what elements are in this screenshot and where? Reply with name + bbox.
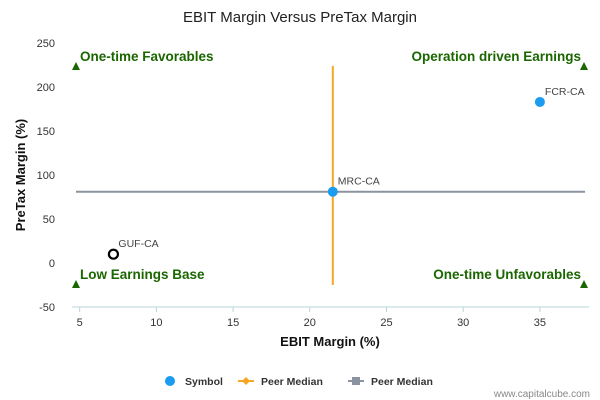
x-axis-title: EBIT Margin (%) — [280, 334, 380, 349]
legend-marker-diamond — [242, 377, 250, 385]
legend-label: Peer Median — [371, 376, 433, 388]
chart-title: EBIT Margin Versus PreTax Margin — [183, 9, 417, 26]
y-tick-label: 150 — [37, 126, 55, 138]
quadrant-label-bottom-right: One-time Unfavorables — [433, 267, 581, 282]
legend-marker-symbol — [165, 376, 175, 386]
plot-area: 5 10 15 20 25 30 35 -50 0 50 100 150 200 250 One-time … — [37, 38, 589, 329]
x-tick-label: 20 — [304, 317, 316, 329]
quadrant-marker-top-left — [72, 62, 80, 70]
quadrant-label-top-right: Operation driven Earnings — [411, 49, 581, 64]
data-point-label: GUF-CA — [118, 238, 158, 250]
y-tick-label: -50 — [39, 302, 55, 314]
data-point — [107, 248, 120, 260]
y-tick-label: 250 — [37, 38, 55, 50]
data-point-label: MRC-CA — [338, 176, 380, 188]
legend-label: Symbol — [185, 376, 223, 388]
x-tick-label: 5 — [77, 317, 83, 329]
x-tick-label: 15 — [227, 317, 239, 329]
quadrant-marker-top-right — [580, 62, 588, 70]
legend-label: Peer Median — [261, 376, 323, 388]
watermark: www.capitalcube.com — [493, 389, 590, 400]
y-tick-label: 0 — [49, 258, 55, 270]
y-tick-label: 100 — [37, 170, 55, 182]
y-tick-label: 200 — [37, 82, 55, 94]
y-tick-label: 50 — [43, 214, 55, 226]
quadrant-marker-bottom-right — [580, 280, 588, 288]
legend-marker-square — [352, 377, 360, 385]
legend: Symbol Peer Median Peer Median — [165, 376, 433, 388]
quadrant-label-top-left: One-time Favorables — [80, 49, 214, 64]
x-tick-label: 10 — [150, 317, 162, 329]
x-tick-label: 35 — [534, 317, 546, 329]
data-point — [327, 186, 338, 197]
data-point-label: FCR-CA — [545, 86, 585, 98]
quadrant-label-bottom-left: Low Earnings Base — [80, 267, 205, 282]
quadrant-marker-bottom-left — [72, 280, 80, 288]
y-axis-title: PreTax Margin (%) — [13, 119, 28, 231]
x-tick-label: 30 — [457, 317, 469, 329]
x-tick-label: 25 — [380, 317, 392, 329]
data-point — [534, 96, 545, 107]
